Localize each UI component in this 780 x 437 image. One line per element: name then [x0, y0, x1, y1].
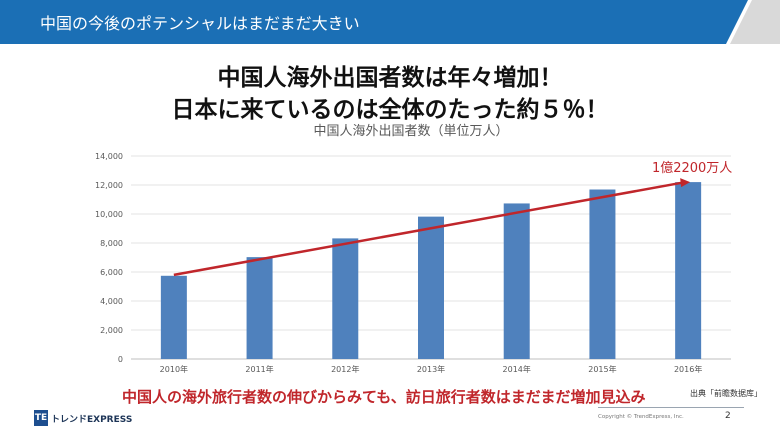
header-bar	[0, 0, 780, 44]
bar	[246, 257, 273, 359]
trend-line	[173, 181, 683, 277]
bar	[589, 189, 616, 359]
y-tick-label: 0	[118, 355, 123, 364]
bar	[160, 275, 187, 359]
page-number: 2	[725, 411, 731, 421]
header-blue-shape	[0, 0, 748, 44]
bar	[503, 203, 530, 359]
y-tick-label: 2,000	[100, 326, 123, 335]
header-gray-corner	[730, 0, 780, 44]
bar-chart: 中国人海外出国者数（単位万人） 0 2,000 4,000 6,000 8,000 10,0…	[95, 123, 732, 374]
bar	[675, 182, 702, 359]
trend-annotation: 1億2200万人	[652, 160, 732, 176]
header-title: 中国の今後のポテンシャルはまだまだ大きい	[40, 14, 360, 33]
y-tick-label: 4,000	[100, 297, 123, 306]
bar	[332, 238, 359, 359]
x-tick-label: 2011年	[245, 364, 273, 374]
x-tick-label: 2012年	[331, 364, 359, 374]
x-tick-label: 2016年	[674, 364, 702, 374]
headline-line-1: 中国人海外出国者数は年々増加！	[217, 65, 563, 91]
y-tick-label: 14,000	[95, 152, 123, 161]
x-tick-label: 2010年	[160, 364, 188, 374]
x-tick-label: 2013年	[417, 364, 445, 374]
headline-line-2: 日本に来ているのは全体のたった約５％！	[171, 97, 609, 123]
bar	[418, 216, 444, 359]
x-tick-label: 2014年	[503, 364, 531, 374]
chart-title: 中国人海外出国者数（単位万人）	[313, 123, 508, 139]
y-tick-label: 8,000	[100, 239, 123, 248]
logo-mark-icon: TE	[34, 410, 48, 426]
source-note: 出典「前瞻数据库」	[690, 389, 762, 398]
logo-text: トレンドEXPRESS	[51, 414, 133, 425]
x-tick-label: 2015年	[588, 364, 616, 374]
y-tick-label: 6,000	[100, 268, 123, 277]
y-tick-label: 12,000	[95, 181, 123, 190]
trend-arrowhead-icon	[680, 178, 691, 188]
copyright-text: Copyright © TrendExpress, Inc.	[598, 414, 684, 420]
y-tick-label: 10,000	[95, 210, 123, 219]
company-logo: TE トレンドEXPRESS	[34, 410, 132, 426]
footer-divider	[598, 407, 744, 408]
footer-message: 中国人の海外旅行者数の伸びからみても、訪日旅行者数はまだまだ増加見込み	[122, 388, 646, 406]
